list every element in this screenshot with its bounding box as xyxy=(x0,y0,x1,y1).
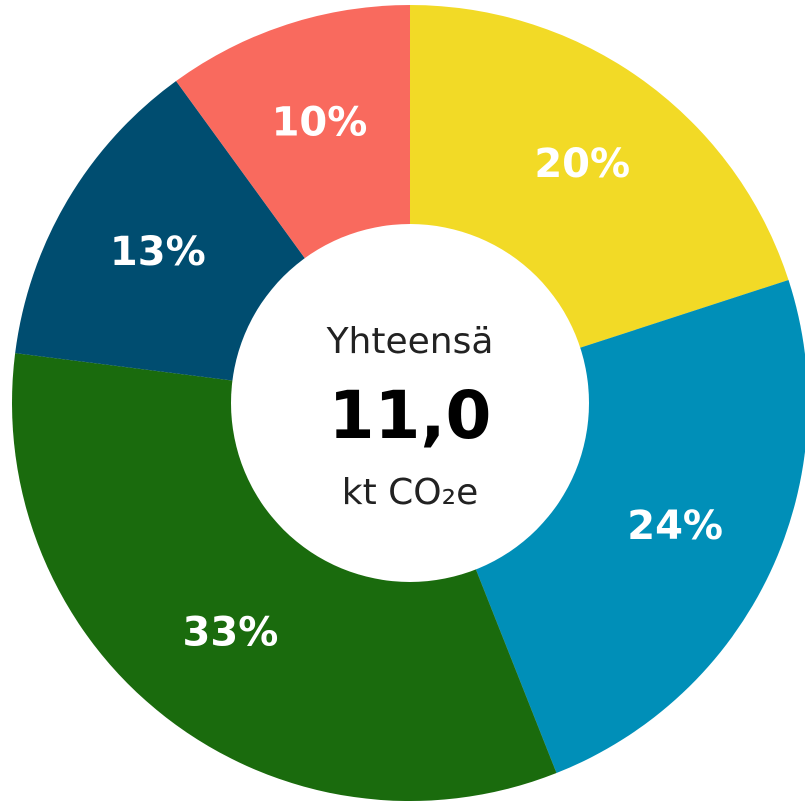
value-label: 20% xyxy=(534,141,630,187)
value-label: 33% xyxy=(183,610,279,656)
value-label: 10% xyxy=(272,99,368,145)
center-label: Yhteensä xyxy=(326,321,494,362)
donut-hole xyxy=(231,224,589,582)
value-label: 24% xyxy=(627,503,723,549)
center-unit: kt CO₂e xyxy=(342,472,478,513)
value-label: 13% xyxy=(110,229,206,275)
center-value: 11,0 xyxy=(329,377,492,454)
